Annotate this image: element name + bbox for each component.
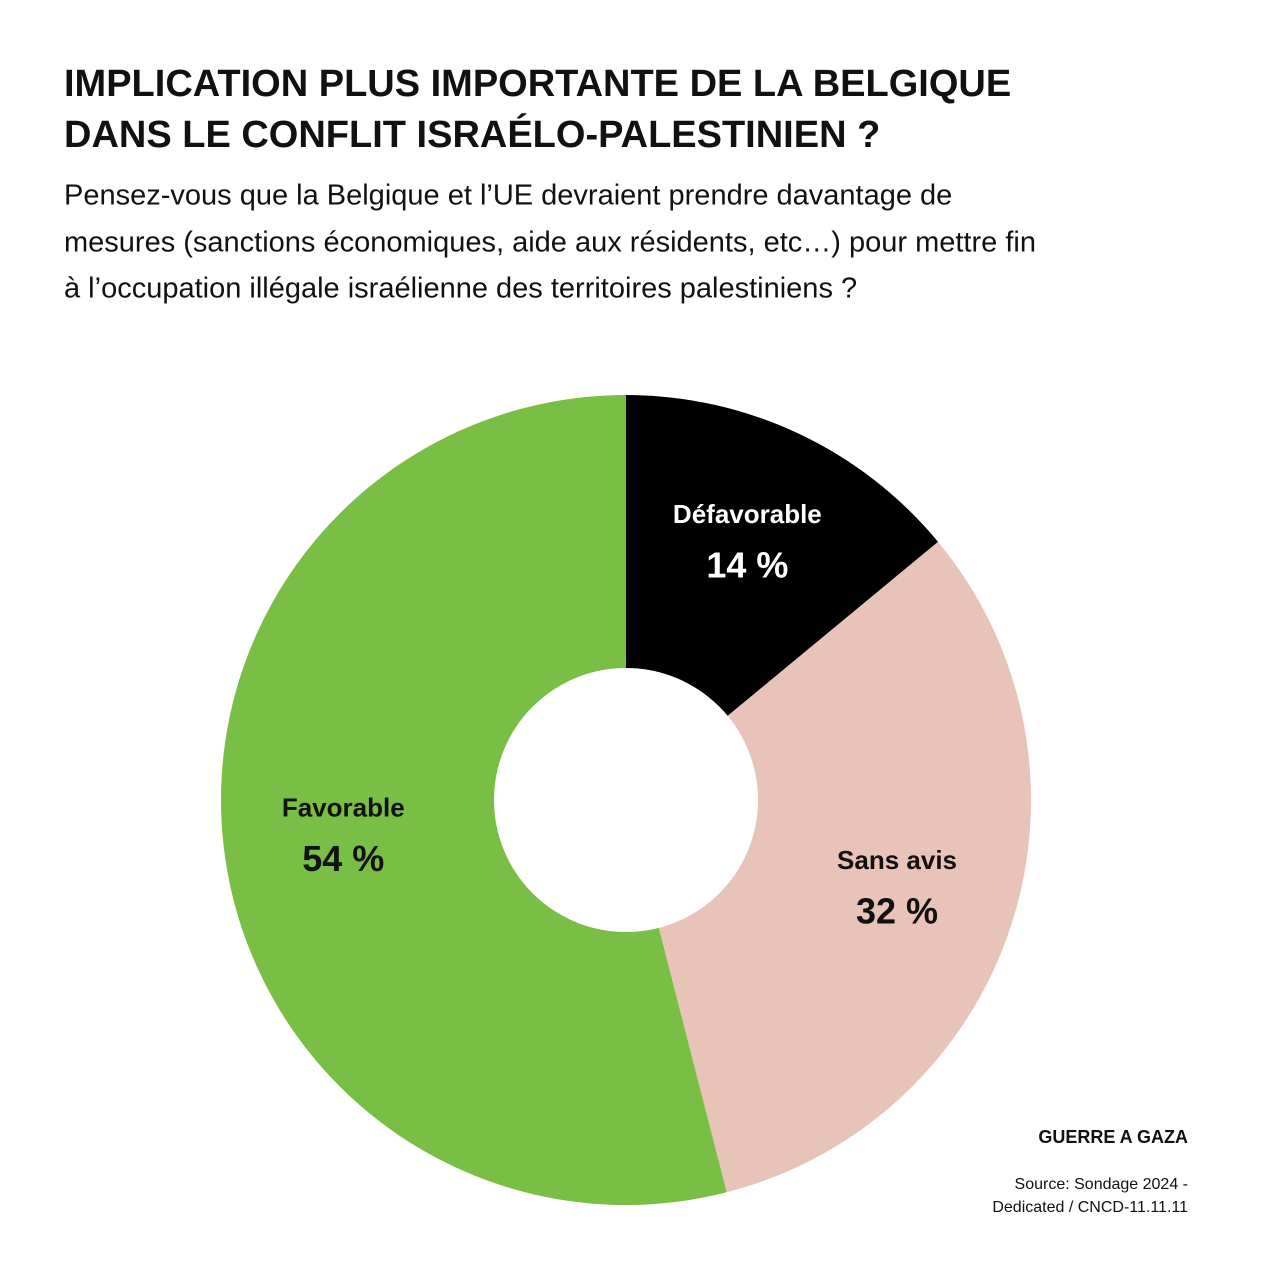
chart-title: DANS LE CONFLIT ISRAÉLO-PALESTINIEN ? — [64, 112, 880, 156]
slice-name: Favorable — [282, 793, 405, 823]
chart-subtitle: Pensez-vous que la Belgique et l’UE devr… — [64, 180, 952, 212]
slice-value-label: 32 % — [856, 891, 938, 932]
chart-subtitle: à l’occupation illégale israélienne des … — [64, 273, 857, 305]
source: Source: Sondage 2024 - — [1015, 1176, 1188, 1193]
chart-title: IMPLICATION PLUS IMPORTANTE DE LA BELGIQ… — [64, 63, 1011, 105]
chart-subtitle: mesures (sanctions économiques, aide aux… — [64, 227, 1036, 259]
tag: GUERRE A GAZA — [1038, 1127, 1188, 1147]
slice-name: Sans avis — [837, 845, 957, 875]
slice-name: Défavorable — [673, 499, 822, 529]
donut-hole — [494, 668, 758, 932]
slice-value-label: 54 % — [302, 838, 384, 879]
slice-labels: Défavorable 14 % Sans avis 32 % Favorable 54 … — [282, 499, 957, 932]
source: Dedicated / CNCD-11.11.11 — [992, 1199, 1188, 1216]
slice-value-label: 14 % — [706, 545, 788, 586]
slice — [220, 395, 727, 1205]
slice — [626, 541, 1031, 1193]
